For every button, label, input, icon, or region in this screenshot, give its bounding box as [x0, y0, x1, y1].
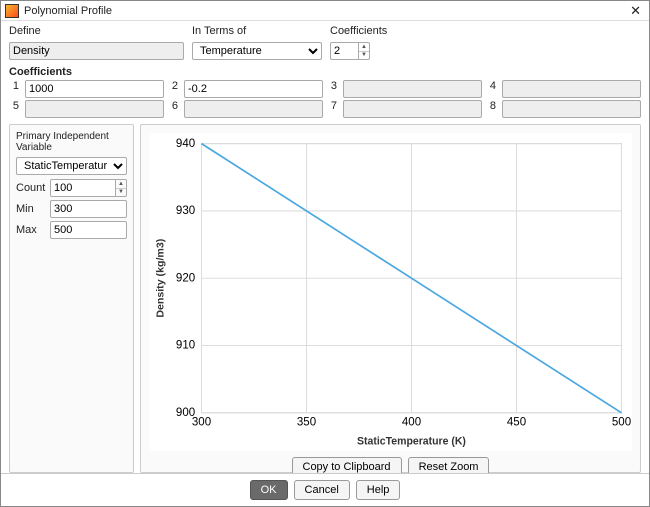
- svg-text:930: 930: [176, 204, 195, 217]
- svg-text:910: 910: [176, 339, 195, 352]
- window-title: Polynomial Profile: [24, 5, 626, 17]
- coeff-input-8: [502, 100, 641, 118]
- coeff-input-2[interactable]: [184, 80, 323, 98]
- svg-text:StaticTemperature (K): StaticTemperature (K): [357, 436, 466, 448]
- min-label: Min: [16, 203, 46, 215]
- reset-zoom-button[interactable]: Reset Zoom: [408, 457, 490, 473]
- svg-text:920: 920: [176, 271, 195, 284]
- coeff-index: 7: [327, 100, 339, 118]
- svg-text:500: 500: [612, 416, 631, 429]
- count-input[interactable]: [50, 179, 115, 197]
- svg-text:450: 450: [507, 416, 526, 429]
- app-icon: [5, 4, 19, 18]
- count-label: Count: [16, 182, 46, 194]
- svg-text:900: 900: [176, 406, 195, 419]
- svg-text:350: 350: [297, 416, 316, 429]
- close-icon[interactable]: ✕: [626, 3, 645, 19]
- coeff-index: 4: [486, 80, 498, 98]
- min-input[interactable]: [50, 200, 127, 218]
- coeff-index: 2: [168, 80, 180, 98]
- coeff-input-5: [25, 100, 164, 118]
- svg-text:400: 400: [402, 416, 421, 429]
- coeff-input-1[interactable]: [25, 80, 164, 98]
- spin-up-icon[interactable]: ▲: [116, 180, 126, 189]
- spin-down-icon[interactable]: ▼: [359, 52, 369, 60]
- define-label: Define: [9, 25, 184, 38]
- coefficients-section-label: Coefficients: [9, 66, 641, 78]
- cancel-button[interactable]: Cancel: [294, 480, 350, 500]
- coeff-index: 1: [9, 80, 21, 98]
- interms-label: In Terms of: [192, 25, 322, 38]
- max-input[interactable]: [50, 221, 127, 239]
- coeff-index: 3: [327, 80, 339, 98]
- coeff-input-6: [184, 100, 323, 118]
- svg-text:Density (kg/m3): Density (kg/m3): [155, 239, 167, 318]
- chart: 300350400450500900910920930940StaticTemp…: [149, 133, 632, 451]
- chart-panel: 300350400450500900910920930940StaticTemp…: [140, 124, 641, 473]
- ok-button[interactable]: OK: [250, 480, 288, 500]
- piv-panel: Primary Independent Variable StaticTempe…: [9, 124, 134, 473]
- spin-up-icon[interactable]: ▲: [359, 43, 369, 52]
- coeff-input-3: [343, 80, 482, 98]
- coeffcount-input[interactable]: [330, 42, 358, 60]
- coeff-index: 6: [168, 100, 180, 118]
- piv-select[interactable]: StaticTemperature (K): [16, 157, 127, 175]
- spin-down-icon[interactable]: ▼: [116, 189, 126, 197]
- coeff-input-7: [343, 100, 482, 118]
- max-label: Max: [16, 224, 46, 236]
- copy-clipboard-button[interactable]: Copy to Clipboard: [292, 457, 402, 473]
- svg-text:940: 940: [176, 137, 195, 150]
- coeff-index: 8: [486, 100, 498, 118]
- piv-label: Primary Independent Variable: [16, 131, 127, 153]
- help-button[interactable]: Help: [356, 480, 401, 500]
- count-spinner[interactable]: ▲▼: [50, 179, 127, 197]
- coeffcount-spinner[interactable]: ▲▼: [330, 42, 380, 60]
- define-field[interactable]: [9, 42, 184, 60]
- coeffcount-label: Coefficients: [330, 25, 380, 38]
- interms-select[interactable]: Temperature: [192, 42, 322, 60]
- coeff-index: 5: [9, 100, 21, 118]
- coeff-input-4: [502, 80, 641, 98]
